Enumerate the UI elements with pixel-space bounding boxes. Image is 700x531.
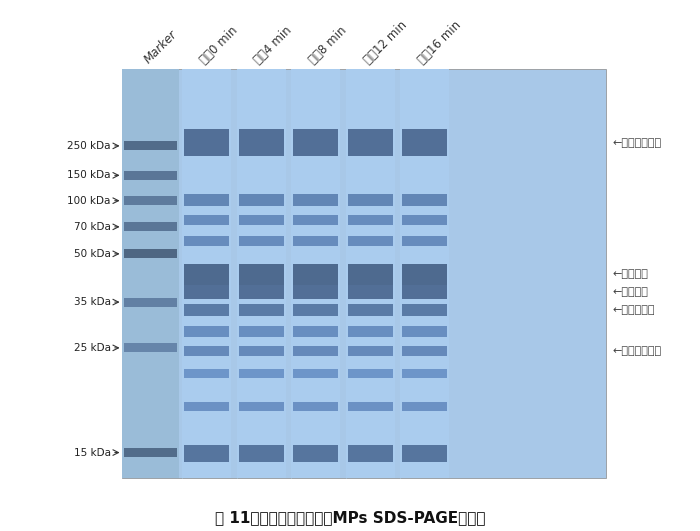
Bar: [184, 402, 229, 411]
Bar: [239, 215, 284, 226]
Bar: [184, 285, 229, 299]
Bar: [348, 236, 393, 246]
Text: 100 kDa: 100 kDa: [67, 196, 111, 205]
Bar: [293, 369, 338, 378]
Bar: [293, 445, 338, 461]
Bar: [184, 130, 229, 156]
Text: 超声8 min: 超声8 min: [307, 23, 349, 66]
Bar: [348, 327, 393, 337]
Text: 图 11　超声时间对小龙虼MPs SDS-PAGE的影响: 图 11 超声时间对小龙虼MPs SDS-PAGE的影响: [215, 510, 485, 525]
Bar: [402, 304, 447, 316]
Bar: [124, 297, 177, 306]
Bar: [184, 327, 229, 337]
Text: 超声12 min: 超声12 min: [361, 18, 409, 66]
Bar: [348, 445, 393, 461]
Bar: [124, 222, 177, 232]
Text: ←原肌球蛋白: ←原肌球蛋白: [612, 305, 655, 315]
Bar: [348, 369, 393, 378]
Text: 70 kDa: 70 kDa: [74, 222, 111, 232]
Bar: [239, 346, 284, 356]
Text: 超声4 min: 超声4 min: [252, 23, 295, 66]
Bar: [184, 264, 229, 285]
Text: 35 kDa: 35 kDa: [74, 297, 111, 307]
Bar: [239, 445, 284, 461]
Bar: [348, 130, 393, 156]
Bar: [184, 215, 229, 226]
Bar: [402, 327, 447, 337]
Bar: [124, 344, 177, 353]
Bar: [348, 346, 393, 356]
Bar: [293, 215, 338, 226]
Bar: [184, 304, 229, 316]
Bar: [293, 327, 338, 337]
Text: 超声0 min: 超声0 min: [197, 23, 240, 66]
Bar: [348, 402, 393, 411]
Bar: [402, 402, 447, 411]
Bar: [348, 304, 393, 316]
Bar: [122, 69, 178, 478]
Bar: [239, 130, 284, 156]
Bar: [293, 346, 338, 356]
Bar: [402, 285, 447, 299]
Bar: [402, 369, 447, 378]
Bar: [184, 346, 229, 356]
FancyBboxPatch shape: [122, 69, 605, 478]
Bar: [124, 141, 177, 150]
Bar: [402, 445, 447, 461]
Bar: [237, 69, 286, 478]
Text: ←肌动蛋白: ←肌动蛋白: [612, 269, 648, 279]
Bar: [124, 171, 177, 180]
Text: ←肌钒蛋白: ←肌钒蛋白: [612, 287, 648, 297]
Text: 15 kDa: 15 kDa: [74, 448, 111, 458]
Text: 50 kDa: 50 kDa: [74, 249, 111, 259]
Text: ←肌球蛋白重链: ←肌球蛋白重链: [612, 138, 662, 148]
Bar: [184, 194, 229, 206]
Text: ←肌球蛋白轻链: ←肌球蛋白轻链: [612, 346, 662, 356]
Bar: [239, 304, 284, 316]
Text: 超声16 min: 超声16 min: [416, 18, 464, 66]
Bar: [293, 304, 338, 316]
Bar: [348, 285, 393, 299]
Bar: [184, 445, 229, 461]
Bar: [346, 69, 395, 478]
Bar: [239, 402, 284, 411]
Bar: [239, 194, 284, 206]
Bar: [293, 402, 338, 411]
Bar: [182, 69, 231, 478]
Bar: [184, 369, 229, 378]
Text: 150 kDa: 150 kDa: [67, 170, 111, 181]
Text: 250 kDa: 250 kDa: [67, 141, 111, 151]
Bar: [402, 130, 447, 156]
Bar: [348, 215, 393, 226]
Bar: [402, 215, 447, 226]
Bar: [293, 285, 338, 299]
Bar: [239, 285, 284, 299]
Bar: [402, 236, 447, 246]
Text: 25 kDa: 25 kDa: [74, 343, 111, 353]
Bar: [293, 194, 338, 206]
Bar: [400, 69, 449, 478]
Bar: [239, 369, 284, 378]
Bar: [124, 250, 177, 259]
Bar: [402, 264, 447, 285]
Bar: [402, 194, 447, 206]
Bar: [239, 236, 284, 246]
Bar: [293, 130, 338, 156]
Text: Marker: Marker: [141, 28, 180, 66]
Bar: [184, 236, 229, 246]
Bar: [293, 264, 338, 285]
Bar: [348, 264, 393, 285]
Bar: [293, 236, 338, 246]
Bar: [402, 346, 447, 356]
Bar: [291, 69, 340, 478]
Bar: [124, 448, 177, 457]
Bar: [124, 196, 177, 205]
Bar: [348, 194, 393, 206]
Bar: [239, 264, 284, 285]
Bar: [239, 327, 284, 337]
